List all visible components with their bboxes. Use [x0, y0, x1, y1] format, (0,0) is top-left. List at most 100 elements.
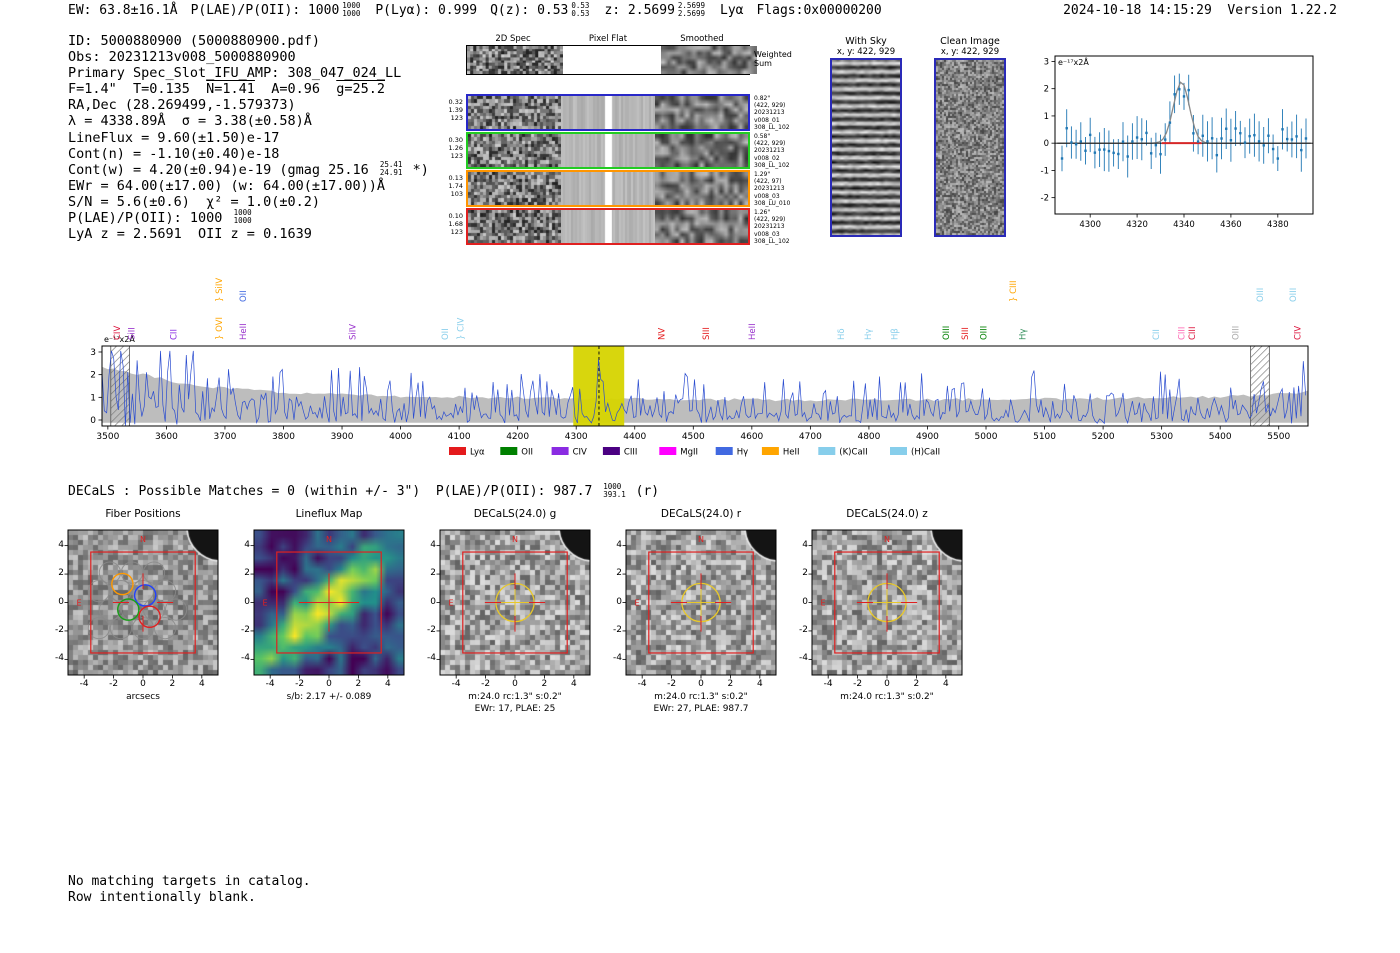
text-segment: Obs: 20231213v008_5000880900 [68, 49, 296, 66]
spectrum-xtick-label: 4700 [799, 432, 822, 442]
zoom-data-point [1154, 143, 1158, 147]
cutout-xtick-label: -4 [451, 679, 461, 689]
zoom-data-point [1196, 140, 1200, 143]
stacked-fraction: 25.41 24.91 [380, 161, 403, 176]
legend-label: MgII [680, 448, 698, 458]
header-item-text: P(Lyα): 0.999 [375, 3, 478, 19]
zoom-data-point [1206, 140, 1209, 143]
with-sky-title: With Sky [845, 36, 887, 47]
spectrum-xtick-label: 5000 [975, 432, 998, 442]
spec2d-noise-image [467, 46, 564, 74]
cutout-caption: m:24.0 rc:1.3" s:0.2" [654, 692, 748, 702]
cutout-xtick-label: -4 [823, 679, 833, 689]
emission-line-label: CIII [1188, 327, 1198, 340]
header-item-text: Flags:0x00000200 [756, 3, 882, 19]
spec2d-col-header-2dspec: 2D Spec [495, 34, 531, 44]
emission-line-label: SIII [961, 327, 971, 340]
zoom-data-point [1215, 153, 1219, 157]
spectrum-xtick-label: 3600 [155, 432, 178, 442]
cutout-xtick-label: 4 [384, 679, 391, 689]
zoom-data-point [1281, 128, 1284, 131]
emission-line-label: CIV [113, 326, 123, 340]
spec2d-row-4 [466, 170, 750, 207]
stacked-fraction: 1000 1000 [342, 2, 360, 17]
zoom-data-point [1065, 127, 1068, 130]
with-sky-panel: With Sky x, y: 422, 929 [827, 36, 905, 246]
zoom-data-point [1276, 157, 1280, 160]
emission-line-label: SiIV [349, 324, 359, 340]
legend-label: (H)CaII [911, 448, 940, 458]
cutout-ytick-label: -2 [799, 624, 808, 635]
emission-line-label: SiII [127, 327, 137, 340]
spec2d-smooth-image [655, 210, 748, 243]
fraction-numerator: 1000 [603, 482, 622, 491]
spectrum-xtick-label: 4800 [857, 432, 880, 442]
spec2d-smooth-image [655, 134, 748, 167]
cutout-ytick-label: -2 [241, 624, 250, 635]
zoom-data-point [1304, 137, 1308, 140]
info-line-4: F=1.4" T=0.135 N=1.41 A=0.96 g=25.2 [68, 81, 429, 97]
catalog-note-line1: No matching targets in catalog. [68, 874, 311, 889]
text-segment: (r) [627, 484, 660, 500]
info-line-6: λ = 4338.89Å σ = 3.38(±0.58)Å [68, 113, 429, 129]
spec2d-flat-image [561, 210, 655, 243]
cutout-xtick-label: -4 [265, 679, 275, 689]
cutout-title: DECaLS(24.0) r [660, 508, 742, 520]
cutout-xtick-label: 0 [698, 679, 704, 689]
fraction-numerator: 1000 [233, 208, 252, 218]
spectrum-unit-label: e⁻¹⁷x2Å [104, 333, 135, 344]
cutout-xtick-label: -2 [109, 679, 119, 689]
zoom-data-point [1253, 133, 1256, 137]
emission-line-label: NV [658, 328, 668, 340]
spec2d-row-2 [466, 94, 750, 131]
fiber-circle [120, 561, 144, 584]
spec2d-noise-image [468, 134, 561, 167]
legend-swatch [761, 447, 779, 455]
cutout-ytick-label: -4 [427, 653, 436, 664]
zoom-data-point [1178, 88, 1181, 91]
zoom-data-point [1117, 152, 1120, 156]
zoom-data-point [1290, 138, 1294, 141]
zoom-data-point [1088, 133, 1092, 137]
zoom-data-point [1084, 149, 1087, 152]
zoom-data-point [1131, 140, 1134, 143]
legend-swatch [500, 447, 518, 455]
cutout-xtick-label: 2 [169, 679, 176, 689]
clean-image-title: Clean Image [940, 36, 1000, 47]
legend-swatch [715, 447, 733, 455]
emission-line-label: Hδ [837, 328, 847, 340]
cutout-title: Lineflux Map [295, 508, 363, 520]
cutout-ytick-label: 2 [616, 568, 622, 579]
spec2d-row-right-label: 0.58" (422, 929) 20231213 v008_02 308_LL… [754, 133, 790, 169]
header-item-text: z: 2.5699 [604, 3, 675, 19]
zoom-ytick-label: 1 [1044, 112, 1049, 122]
fiber-circle [98, 598, 122, 621]
spectrum-xtick-label: 4400 [623, 432, 646, 442]
zoom-data-point [1103, 148, 1106, 151]
fraction-numerator: 2.5699 [677, 1, 705, 10]
masked-wavelength-band [1250, 345, 1270, 427]
header-timestamp-version: 2024-10-18 14:15:29 Version 1.22.2 [1063, 3, 1337, 18]
fiber-circle [153, 616, 177, 640]
spec2d-smooth-image [660, 46, 758, 74]
emission-line-label: Hβ [891, 328, 901, 340]
text-segment: A=0.96 [254, 81, 337, 98]
spec2d-smooth-image [655, 96, 748, 129]
aperture-box [834, 551, 940, 654]
zoom-data-point [1112, 151, 1115, 155]
emission-line-label: CII [1152, 329, 1162, 340]
compass-east-label: E [820, 599, 825, 608]
stacked-fraction: 0.53 0.53 [571, 2, 589, 17]
cutout-ytick-label: -4 [241, 653, 250, 664]
emission-line-label: CIII [1178, 327, 1188, 340]
spectrum-trace [102, 350, 1307, 426]
emission-line-label: CII [169, 329, 179, 340]
info-line-8: Cont(n) = -1.10(±0.40)e-18 [68, 146, 429, 162]
cutout-ytick-label: 2 [244, 568, 250, 579]
text-segment: RA,Dec (28.269499,-1.579373) [68, 97, 296, 114]
aperture-box [462, 551, 568, 654]
fiber-circle [98, 561, 122, 584]
zoom-data-point [1159, 152, 1162, 156]
fiber-circle [142, 598, 166, 621]
cutout-overlay: NE [250, 529, 405, 679]
